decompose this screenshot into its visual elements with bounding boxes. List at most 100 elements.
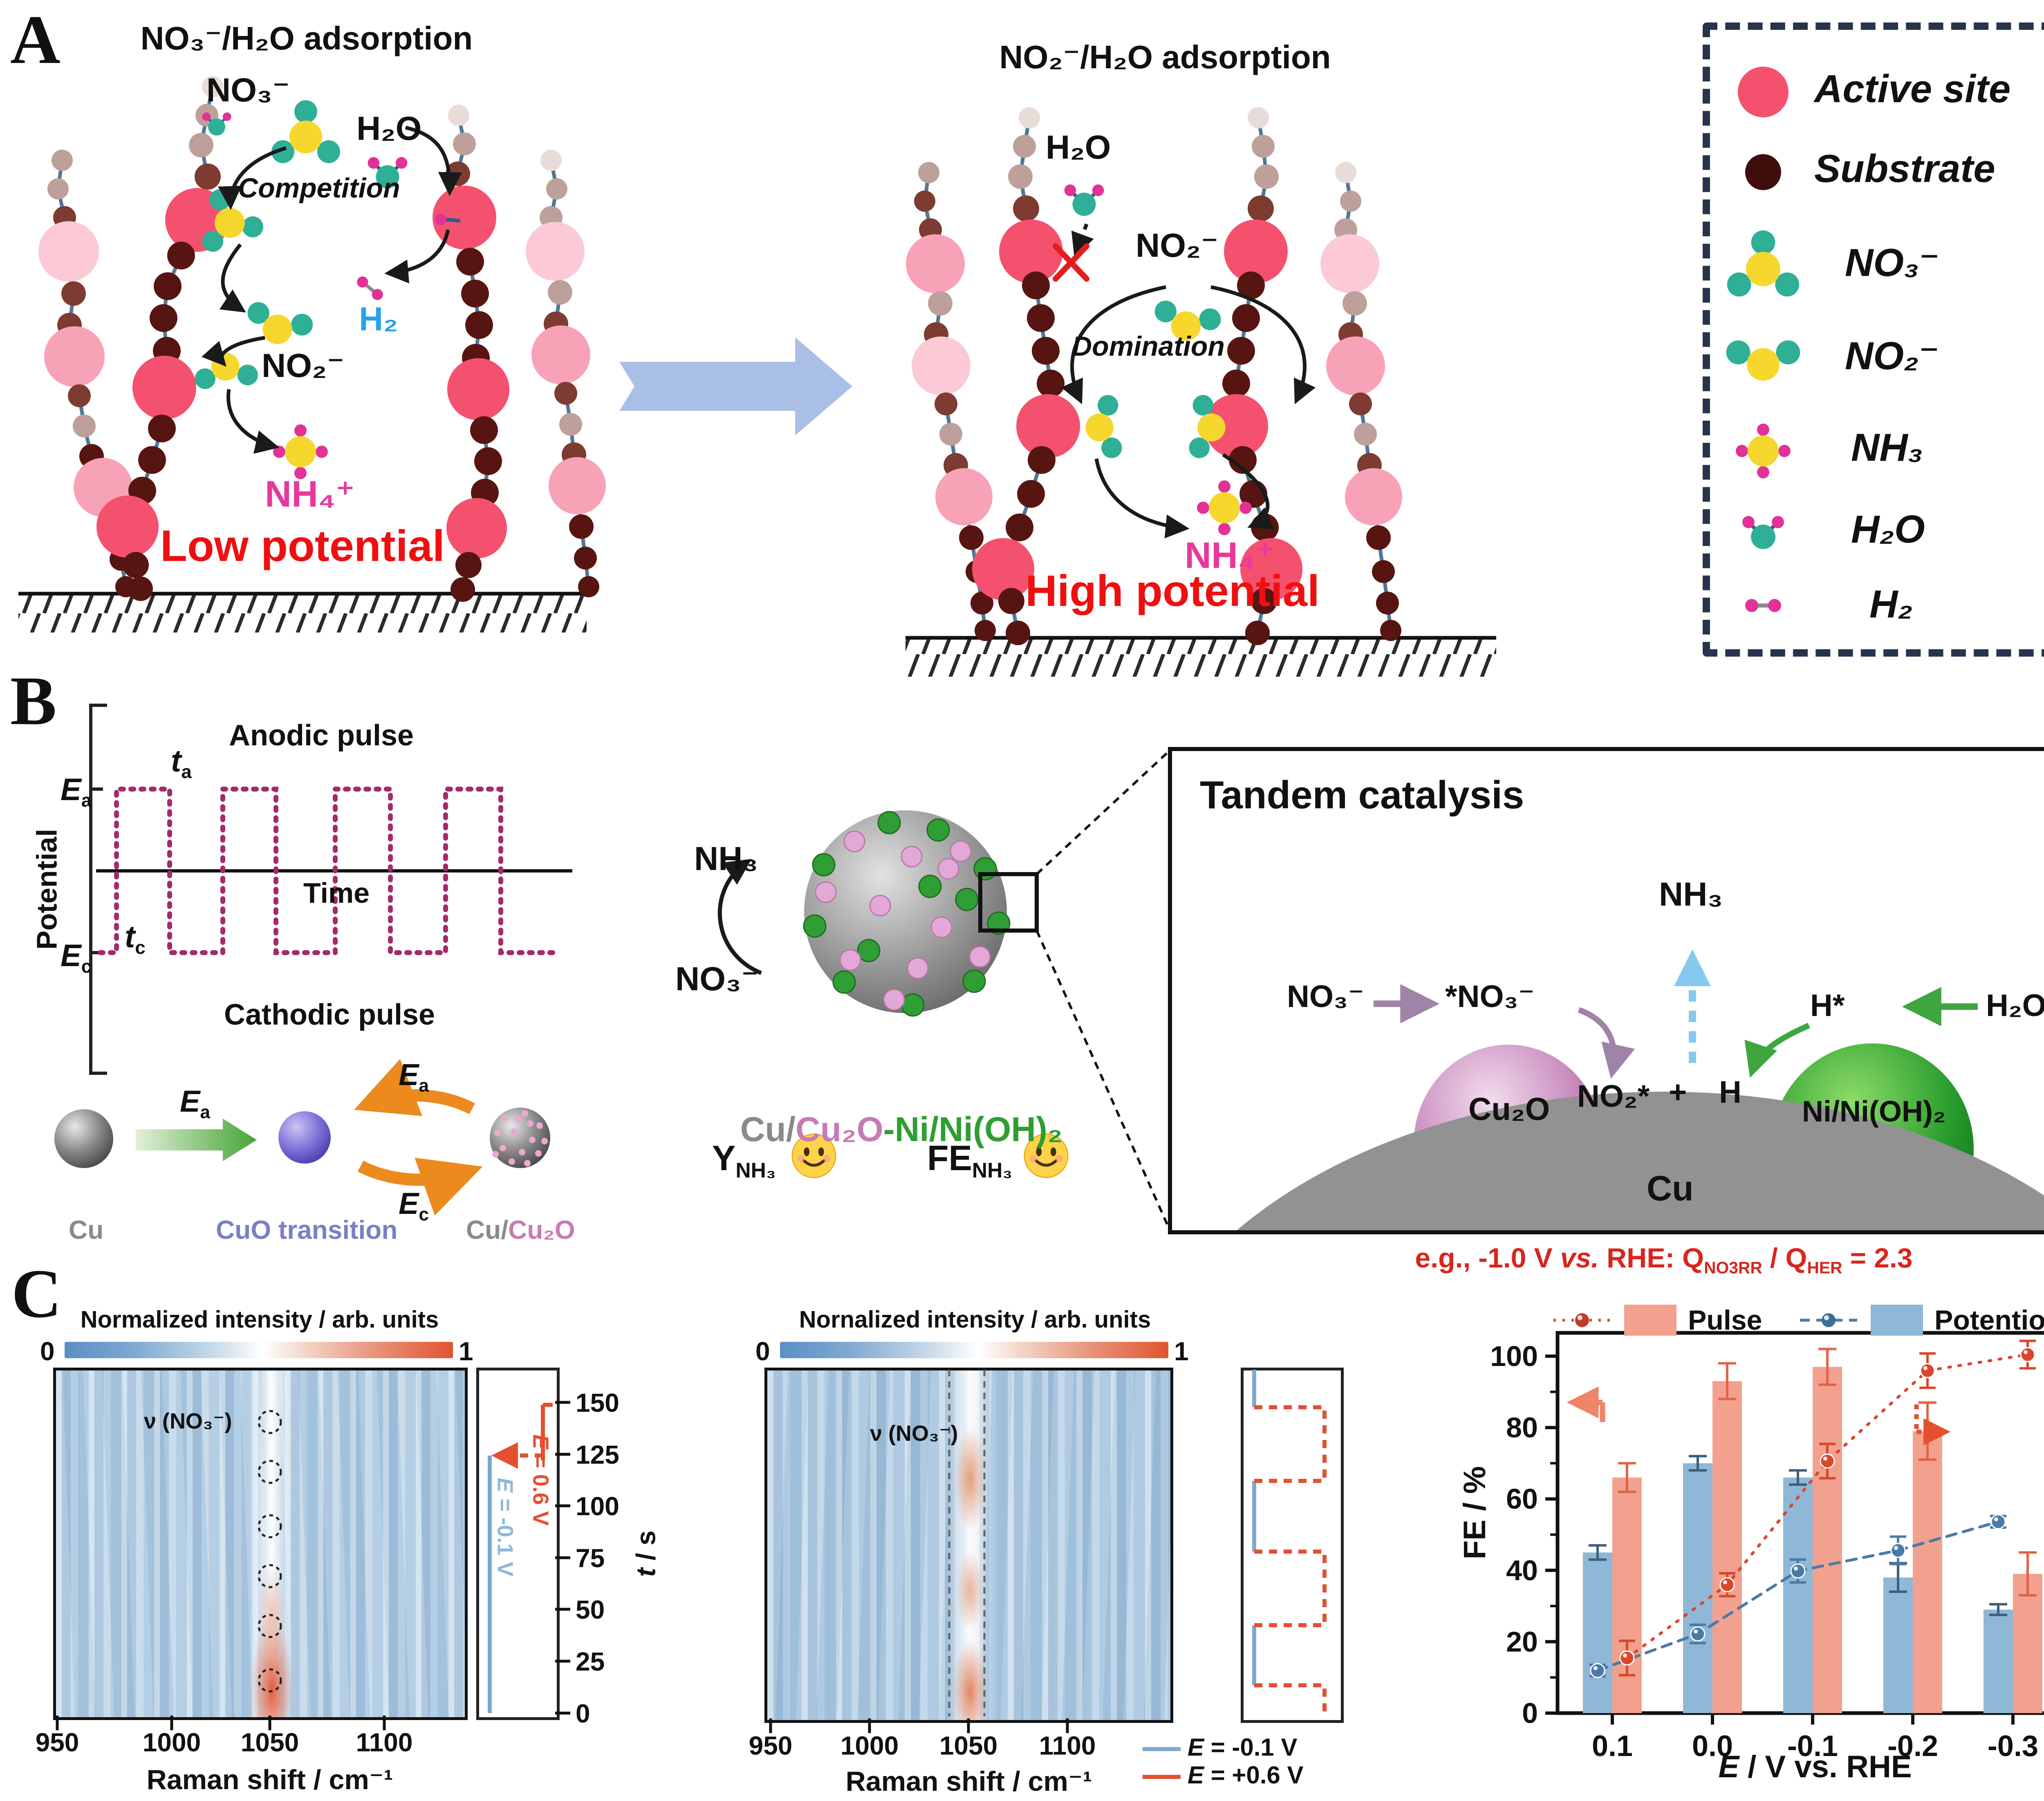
raman-xlabel-left: Raman shift / cm⁻¹ [146,1764,393,1795]
ni-dome-label: Ni/Ni(OH)₂ [1802,1095,1946,1128]
xtick: 1100 [356,1727,413,1757]
fe-yield-bar-chart: 0204060801000.00.51.01.52.02.53.00.10.0-… [1490,1331,2044,1763]
colorbar-min-left: 0 [40,1337,55,1366]
h2-molecule [357,276,383,300]
svg-text:40: 40 [1506,1554,1538,1586]
no2-molecule [247,302,313,344]
time-axis-label: Time [303,877,370,909]
nh-molecule [1197,480,1252,535]
ytick: 125 [576,1440,619,1469]
no3-peak-label-middle: ν (NO₃⁻) [870,1421,958,1446]
h2o-molecule [202,112,231,136]
no3-label: NO₃⁻ [206,72,290,109]
chart-legend-potentiostatic: Potentiostatic [1798,1304,2044,1336]
potential-strip-middle [1241,1368,1344,1723]
cu2o-dome-label: Cu₂O [1468,1091,1550,1127]
e-blue-strip-label: E = -0.1 V [493,1478,518,1577]
yield-nh3-label: YNH₃ [712,1139,776,1182]
no3-molecule [1727,230,1800,297]
anodic-pulse-label: Anodic pulse [229,719,414,752]
reaction-arrows-right [1061,223,1316,538]
green-arrow [136,1119,257,1161]
nh3-product-label: NH₃ [694,840,758,877]
tandem-h-label: H [1719,1075,1741,1110]
nh-molecule [1736,424,1791,478]
h-molecule [435,214,446,225]
colorbar-max-left: 1 [459,1337,473,1366]
legend-e-blue: E = -0.1 V [1188,1734,1298,1761]
svg-text:0: 0 [1522,1697,1538,1729]
h2o-molecule [1742,516,1784,549]
ytick: 25 [576,1647,605,1676]
ground-left [18,592,587,632]
no3-to-nh3-arrow [717,859,762,975]
ec-orange-arrow [358,1157,483,1216]
fe-nh3-label: FENH₃ [927,1139,1013,1182]
bottom-arrow-ec-label: Ec [399,1186,429,1225]
no2-label-right: NO₂⁻ [1136,227,1219,264]
square-wave [98,787,558,955]
potentiostatic-swatch [1871,1305,1923,1336]
legend-label-nh3: NH₃ [1851,426,1923,469]
tandem-h-star-label: H* [1810,988,1845,1023]
colorbar-left [65,1342,453,1358]
nh4-label: NH₄⁺ [265,474,355,515]
colorbar-min-middle: 0 [755,1337,770,1366]
svg-text:-0.3: -0.3 [1988,1730,2038,1763]
time-ylabel: t / s [630,1530,661,1577]
colorbar-title-middle: Nornalized intensity / arb. units [799,1306,1151,1333]
potentiostatic-legend-label: Potentiostatic [1934,1305,2044,1336]
polymer-chain [1320,162,1402,641]
colorbar-max-middle: 1 [1174,1337,1189,1366]
cu-sphere-label: Cu [69,1215,104,1245]
low-potential-caption: Low potential [160,521,445,570]
xtick: 1000 [142,1727,201,1757]
ytick: 50 [576,1595,605,1624]
zoom-square [978,872,1039,933]
legend-label-no3: NO₃⁻ [1845,241,1940,285]
panel-letter-A: A [10,1,61,78]
transition-arrow [619,337,852,435]
scene-low-title: NO₃⁻/H₂O adsorption [140,20,473,56]
ytick: 75 [576,1543,605,1573]
catalyst-name-label: Cu/Cu₂O-Ni/Ni(OH)₂ [740,1110,1063,1148]
tandem-no2-star-label: NO₂* [1577,1079,1650,1114]
potential-strip-left [476,1368,560,1720]
competition-label: Competition [238,173,400,204]
h2o-label: H₂O [356,110,422,147]
no2-label: NO₂⁻ [262,347,345,384]
xtick: 1100 [1039,1731,1096,1761]
colorbar-middle [780,1342,1168,1358]
no3-peak-label-left: ν (NO₃⁻) [144,1409,232,1433]
scene-high-title: NO₂⁻/H₂O adsorption [999,39,1331,75]
legend-e-red: E = +0.6 V [1188,1761,1304,1789]
svg-text:20: 20 [1506,1626,1538,1657]
raman-heatmap-middle [764,1368,1173,1723]
top-arrow-ea-label: Ea [399,1058,429,1096]
ea-label: Ea [61,772,92,811]
xtick: 1050 [939,1731,998,1761]
cu-cu2o-sphere [490,1108,550,1168]
blocked-x-icon [1053,243,1089,282]
colorbar-title-left: Normalized intensity / arb. units [80,1306,439,1333]
tc-label: tc [125,920,146,958]
e-red-strip-label: E = 0.6 V [528,1434,553,1526]
h2o-molecule [1064,184,1104,216]
cu-transition-row [54,1059,550,1216]
h2o-label-right: H₂O [1046,129,1111,166]
no3-feed-label: NO₃⁻ [675,960,759,998]
nh4-label-right: NH₄⁺ [1185,535,1275,576]
tandem-no3-label: NO₃⁻ [1287,979,1365,1014]
cuo-transition-label: CuO transition [216,1215,398,1245]
legend-label-h2o: H₂O [1851,507,1925,551]
polymer-chain [526,150,606,597]
cuo-sphere [278,1111,331,1164]
polymer-chain [972,107,1080,645]
ni-dome [1771,1043,1974,1232]
panel-letter-B: B [10,662,57,739]
cathodic-pulse-label: Cathodic pulse [224,998,435,1031]
ea-orange-arrow [354,1059,475,1116]
potential-xlabel: E / V vs. RHE [1718,1749,1912,1785]
svg-text:100: 100 [1490,1340,1538,1372]
